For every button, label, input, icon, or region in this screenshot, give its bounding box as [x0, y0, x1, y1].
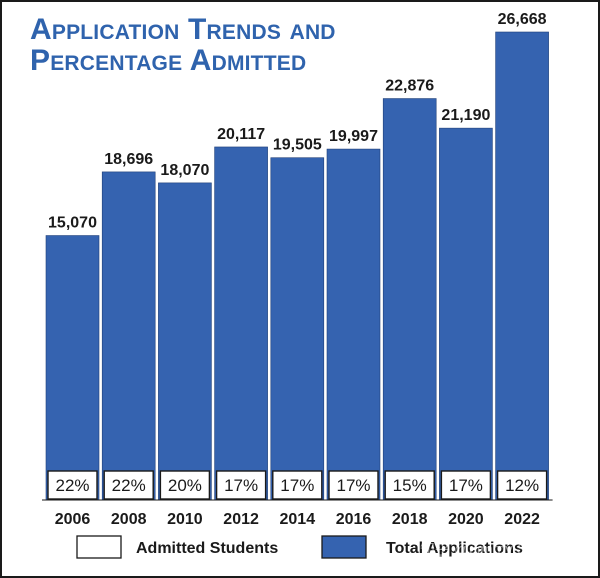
admitted-box-2006	[47, 470, 98, 500]
bar-2008	[101, 171, 156, 501]
chart-title: Application Trends and Percentage Admitt…	[30, 14, 336, 76]
value-label-2012: 20,117	[217, 126, 265, 143]
admitted-label-2022: 12%	[505, 476, 539, 495]
bar-2016	[326, 148, 381, 501]
admitted-box-2018	[384, 470, 435, 500]
admitted-label-2014: 17%	[280, 476, 314, 495]
admitted-label-2008: 22%	[112, 476, 146, 495]
chart-title-line-1: Application Trends and	[30, 13, 336, 46]
watermark: 知乎 @Jimmy SONG	[420, 541, 562, 558]
admitted-box-2010	[159, 470, 211, 500]
value-label-2014: 19,505	[273, 137, 322, 154]
legend-label-admitted-students: Admitted Students	[136, 540, 278, 557]
admitted-label-2012: 17%	[224, 476, 258, 495]
admitted-label-2006: 22%	[55, 476, 89, 495]
bar-2020	[439, 127, 493, 501]
x-tick-2012: 2012	[223, 511, 259, 528]
admitted-box-2014	[272, 470, 323, 500]
x-tick-2008: 2008	[111, 511, 147, 528]
x-tick-2010: 2010	[167, 511, 203, 528]
x-tick-2016: 2016	[336, 511, 372, 528]
legend-swatch-admitted-students	[76, 535, 122, 559]
x-tick-2014: 2014	[280, 511, 316, 528]
admitted-box-2012	[215, 470, 267, 500]
admitted-box-2016	[328, 470, 379, 500]
value-label-2010: 18,070	[160, 162, 209, 179]
admitted-box-2020	[440, 470, 492, 500]
value-label-2008: 18,696	[104, 151, 153, 168]
bar-2018	[382, 98, 437, 501]
x-tick-2022: 2022	[504, 511, 540, 528]
bar-2012	[214, 146, 268, 501]
legend-label-total-applications: Total Applications	[386, 540, 523, 557]
bar-2006	[45, 235, 100, 501]
x-tick-2006: 2006	[55, 511, 91, 528]
admitted-box-2022	[496, 470, 548, 500]
bar-2010	[158, 182, 212, 501]
value-label-2018: 22,876	[385, 78, 434, 95]
legend-swatch-total-applications	[321, 535, 367, 559]
value-label-2006: 15,070	[48, 215, 97, 232]
admitted-label-2016: 17%	[336, 476, 370, 495]
value-label-2022: 26,668	[498, 11, 547, 28]
bar-2014	[270, 157, 325, 501]
x-tick-2018: 2018	[392, 511, 428, 528]
value-label-2020: 21,190	[441, 107, 490, 124]
value-label-2016: 19,997	[329, 128, 378, 145]
bar-2022	[495, 31, 549, 501]
admitted-label-2018: 15%	[393, 476, 427, 495]
chart-title-line-2: Percentage Admitted	[30, 44, 307, 77]
x-tick-2020: 2020	[448, 511, 484, 528]
admitted-label-2020: 17%	[449, 476, 483, 495]
admitted-box-2008	[103, 470, 154, 500]
admitted-label-2010: 20%	[168, 476, 202, 495]
